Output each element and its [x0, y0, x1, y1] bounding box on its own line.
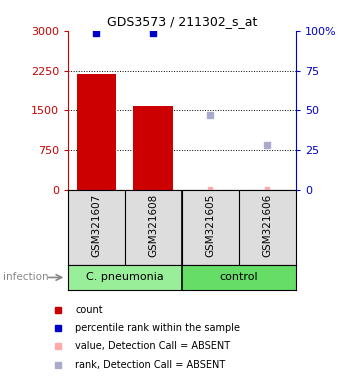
Bar	[68, 265, 182, 290]
Bar	[76, 74, 116, 190]
Text: C. pneumonia: C. pneumonia	[86, 272, 164, 283]
Text: value, Detection Call = ABSENT: value, Detection Call = ABSENT	[75, 341, 231, 351]
Text: GSM321606: GSM321606	[262, 194, 272, 257]
Bar	[182, 265, 296, 290]
Title: GDS3573 / 211302_s_at: GDS3573 / 211302_s_at	[107, 15, 257, 28]
Text: infection: infection	[3, 272, 49, 283]
Text: count: count	[75, 305, 103, 315]
Text: GSM321608: GSM321608	[149, 194, 158, 257]
Bar	[134, 106, 173, 190]
Text: GSM321605: GSM321605	[205, 194, 215, 257]
Text: control: control	[220, 272, 258, 283]
Text: percentile rank within the sample: percentile rank within the sample	[75, 323, 240, 333]
Text: rank, Detection Call = ABSENT: rank, Detection Call = ABSENT	[75, 360, 226, 370]
Text: GSM321607: GSM321607	[91, 194, 101, 257]
